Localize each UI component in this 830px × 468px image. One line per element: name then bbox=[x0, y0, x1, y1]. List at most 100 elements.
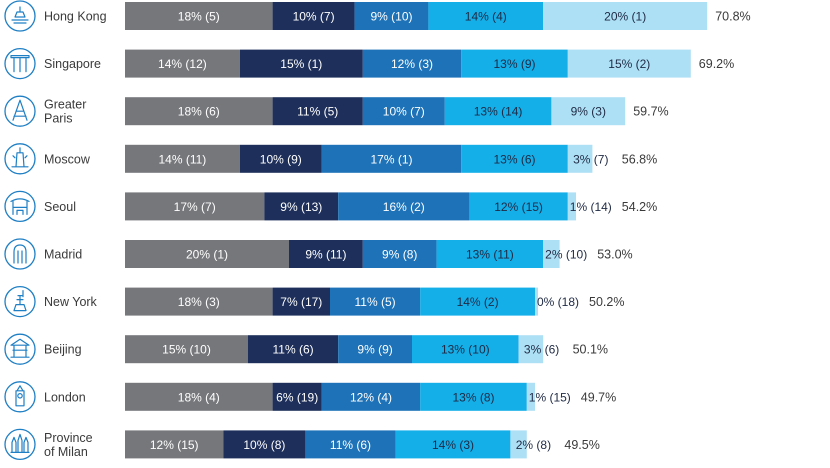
bar-segment bbox=[272, 97, 363, 126]
bar-segment bbox=[420, 287, 535, 316]
segment-data-label: 12% (15) bbox=[150, 438, 199, 452]
bar-segment bbox=[125, 144, 240, 173]
bar-segment bbox=[321, 382, 421, 411]
segment-data-label: 0% (18) bbox=[537, 295, 579, 309]
cathedral-icon bbox=[4, 428, 36, 461]
bar-segment bbox=[461, 49, 568, 78]
bar-segment bbox=[125, 430, 224, 459]
bar-segment bbox=[362, 240, 437, 268]
bar-segment bbox=[264, 192, 339, 221]
chart-row: London 18% (4) 6% (19) 12% (4) 13% (8) 1% (15… bbox=[4, 381, 616, 413]
bar-segment bbox=[125, 240, 289, 268]
total-label: 69.2% bbox=[699, 57, 734, 71]
segment-data-label: 13% (6) bbox=[493, 152, 535, 166]
bar-segment bbox=[412, 335, 519, 364]
city-label: Singapore bbox=[44, 57, 101, 71]
segment-data-label: 11% (6) bbox=[273, 343, 314, 357]
segment-data-label: 17% (1) bbox=[370, 152, 412, 166]
segment-data-label: 13% (9) bbox=[493, 57, 535, 71]
segment-data-label: 16% (2) bbox=[383, 200, 425, 214]
segment-data-label: 3% (6) bbox=[524, 343, 559, 357]
city-label: Greater Paris bbox=[44, 98, 86, 126]
bar-segment bbox=[338, 192, 470, 221]
segment-data-label: 9% (11) bbox=[305, 248, 346, 262]
segment-data-label: 10% (7) bbox=[383, 105, 425, 119]
bar-segment bbox=[428, 2, 544, 30]
bar-segment bbox=[518, 335, 544, 364]
segment-data-label: 13% (10) bbox=[441, 343, 490, 357]
segment-data-label: 20% (1) bbox=[186, 248, 228, 262]
bar-segment bbox=[362, 49, 462, 78]
segment-data-label: 1% (14) bbox=[570, 200, 612, 214]
total-label: 54.2% bbox=[622, 200, 657, 214]
segment-data-label: 15% (1) bbox=[280, 57, 322, 71]
total-label: 70.8% bbox=[715, 10, 750, 24]
chart-row: Moscow 14% (11) 10% (9) 17% (1) 13% (6) 3% (7… bbox=[4, 143, 657, 175]
bar-segment bbox=[362, 97, 445, 126]
city-label: Hong Kong bbox=[44, 10, 107, 24]
bar-segment bbox=[395, 430, 511, 459]
segment-data-label: 14% (4) bbox=[465, 10, 507, 24]
bar-segment bbox=[469, 192, 568, 221]
city-label: Province of Milan bbox=[44, 431, 93, 459]
segment-data-label: 18% (4) bbox=[178, 390, 220, 404]
bar-segment bbox=[567, 49, 691, 78]
segment-data-label: 7% (17) bbox=[280, 295, 322, 309]
segment-data-label: 14% (3) bbox=[432, 438, 474, 452]
bar-segment bbox=[248, 335, 339, 364]
segment-data-label: 18% (3) bbox=[178, 295, 220, 309]
segment-data-label: 13% (14) bbox=[474, 105, 523, 119]
bar-segment bbox=[354, 2, 429, 30]
bar-segment bbox=[125, 287, 273, 316]
total-label: 50.2% bbox=[589, 295, 624, 309]
bar-segment bbox=[420, 382, 527, 411]
bar-segment bbox=[289, 240, 363, 268]
city-label: New York bbox=[44, 295, 98, 309]
bar-segment bbox=[330, 287, 421, 316]
bar-segment bbox=[526, 382, 535, 411]
chart-row: New York 18% (3) 7% (17) 11% (5) 14% (2) 0% (… bbox=[4, 285, 624, 318]
eiffel-tower-icon bbox=[4, 95, 36, 127]
segment-data-label: 11% (6) bbox=[330, 438, 371, 452]
big-ben-icon bbox=[4, 381, 36, 413]
bar-segment bbox=[272, 382, 322, 411]
bar-segment bbox=[239, 49, 363, 78]
bar-segment bbox=[125, 335, 248, 364]
segment-data-label: 18% (6) bbox=[178, 105, 220, 119]
segment-data-label: 3% (7) bbox=[573, 152, 608, 166]
total-label: 49.5% bbox=[564, 438, 599, 452]
statue-of-liberty-icon bbox=[4, 285, 36, 318]
chart-row: Greater Paris 18% (6) 11% (5) 10% (7) 13% (14… bbox=[4, 95, 669, 127]
total-label: 50.1% bbox=[573, 343, 608, 357]
bar-segment bbox=[543, 2, 708, 30]
segment-data-label: 9% (8) bbox=[382, 248, 417, 262]
segment-data-label: 14% (11) bbox=[158, 152, 206, 166]
chart-row: Province of Milan 12% (15) 10% (8) 11% (6) 14… bbox=[4, 428, 600, 461]
segment-data-label: 2% (8) bbox=[516, 438, 551, 452]
bar-segment bbox=[567, 144, 593, 173]
total-label: 56.8% bbox=[622, 152, 657, 166]
segment-data-label: 9% (3) bbox=[571, 105, 606, 119]
chart-row: Singapore 14% (12) 15% (1) 12% (3) 13% (9) 15… bbox=[4, 47, 734, 80]
bar-segment bbox=[125, 97, 273, 126]
total-label: 53.0% bbox=[597, 248, 632, 262]
bar-segment bbox=[125, 382, 273, 411]
segment-data-label: 13% (11) bbox=[466, 248, 514, 262]
segment-data-label: 1% (15) bbox=[529, 390, 571, 404]
bar-segment bbox=[551, 97, 626, 126]
segment-data-label: 13% (8) bbox=[452, 390, 494, 404]
bar-segment bbox=[510, 430, 527, 459]
total-label: 49.7% bbox=[581, 390, 616, 404]
bar-segment bbox=[305, 430, 396, 459]
city-label: Seoul bbox=[44, 200, 76, 214]
bar-segment bbox=[272, 287, 330, 316]
segment-data-label: 9% (10) bbox=[370, 10, 412, 24]
segment-data-label: 12% (3) bbox=[391, 57, 433, 71]
segment-data-label: 12% (15) bbox=[494, 200, 543, 214]
segment-data-label: 9% (9) bbox=[357, 343, 392, 357]
bar-segment bbox=[272, 2, 355, 30]
segment-data-label: 11% (5) bbox=[297, 105, 338, 119]
bar-segment bbox=[223, 430, 306, 459]
city-label: London bbox=[44, 390, 86, 404]
bar-segment bbox=[444, 97, 552, 126]
